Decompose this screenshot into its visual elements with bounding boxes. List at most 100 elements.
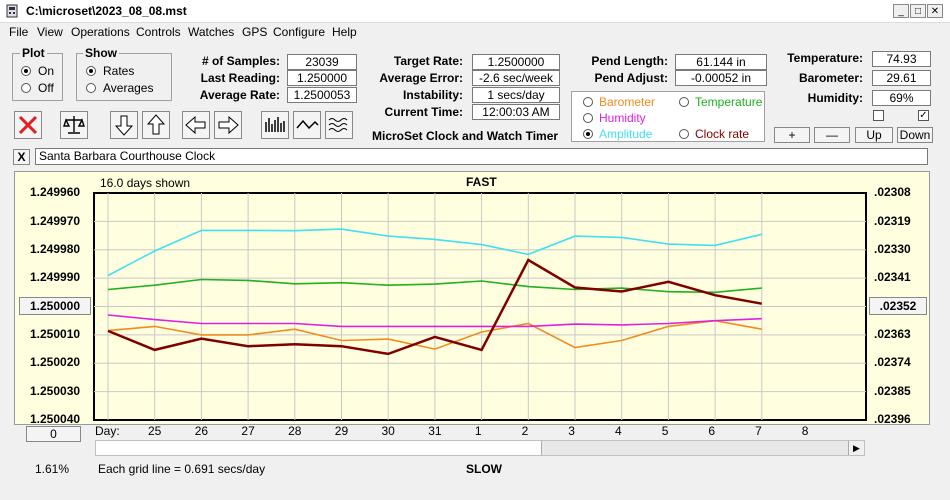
- menu-view[interactable]: View: [37, 25, 63, 39]
- right-axis-label-7: .02385: [874, 384, 911, 398]
- plus-button[interactable]: +: [774, 127, 810, 143]
- maximize-button[interactable]: □: [910, 4, 926, 18]
- histogram-icon: [265, 117, 285, 132]
- pend-length-label: Pend Length:: [591, 54, 668, 68]
- checkbox-1[interactable]: [873, 110, 884, 121]
- humidity-value: 69%: [872, 90, 931, 106]
- right-axis-label-2: .02330: [874, 242, 911, 256]
- average-error-value: -2.6 sec/week: [472, 70, 560, 86]
- down-arrow-button[interactable]: [110, 111, 138, 139]
- multi-wave-button[interactable]: [325, 111, 353, 139]
- menu-gps[interactable]: GPS: [242, 25, 268, 39]
- left-arrow-button[interactable]: [182, 111, 210, 139]
- average-rate-label: Average Rate:: [199, 88, 280, 102]
- day-label: 31: [428, 424, 442, 438]
- day-label: 2: [521, 424, 529, 438]
- window-title: C:\microset\2023_08_08.mst: [26, 4, 187, 18]
- series-line-amplitude: [107, 228, 762, 277]
- close-window-button[interactable]: ✕: [927, 4, 943, 18]
- day-label: 5: [661, 424, 669, 438]
- instability-label: Instability:: [402, 88, 463, 102]
- stop-button[interactable]: [14, 111, 42, 139]
- multi-wave-icon: [328, 118, 348, 132]
- day-label: 29: [334, 424, 349, 438]
- arrow-left-icon: [185, 115, 206, 135]
- slow-label: SLOW: [466, 462, 502, 476]
- arrow-up-icon: [146, 114, 166, 135]
- zero-button[interactable]: 0: [26, 426, 81, 442]
- pend-length-value: 61.144 in: [675, 54, 767, 70]
- barometer-radio[interactable]: [583, 97, 593, 107]
- menu-file[interactable]: File: [9, 25, 29, 39]
- temperature-label: Temperature:: [787, 51, 863, 65]
- left-axis-label-0: 1.249960: [30, 185, 81, 199]
- show-rates-label: Rates: [103, 64, 135, 78]
- series-line-barometer: [107, 319, 762, 350]
- right-axis-label-8: .02396: [874, 412, 911, 426]
- samples-label: # of Samples:: [201, 54, 280, 68]
- plot-on-radio[interactable]: [21, 66, 31, 76]
- clear-clock-button[interactable]: X: [13, 149, 30, 165]
- menu-help[interactable]: Help: [332, 25, 357, 39]
- plot-group-title: Plot: [20, 46, 47, 60]
- day-label: 8: [801, 424, 809, 438]
- day-label: 3: [568, 424, 575, 438]
- menu-configure[interactable]: Configure: [273, 25, 326, 39]
- clock-rate-radio[interactable]: [679, 129, 689, 139]
- temperature-value: 74.93: [872, 51, 931, 67]
- arrow-down-icon: [114, 115, 134, 136]
- plot-off-radio[interactable]: [21, 83, 31, 93]
- instability-value: 1 secs/day: [472, 87, 560, 103]
- current-time-value: 12:00:03 AM: [472, 104, 560, 120]
- menu-watches[interactable]: Watches: [188, 25, 235, 39]
- temperature-radio[interactable]: [679, 97, 689, 107]
- wave-icon: [296, 119, 319, 130]
- checkbox-2[interactable]: ✓: [918, 110, 929, 121]
- amplitude-option-label: Amplitude: [599, 127, 653, 141]
- wave-button[interactable]: [293, 111, 321, 139]
- series-line-humidity: [107, 314, 762, 328]
- up-arrow-button[interactable]: [142, 111, 170, 139]
- up-button[interactable]: Up: [855, 127, 893, 143]
- clock-name-field[interactable]: Santa Barbara Courthouse Clock: [35, 148, 928, 165]
- right-axis-label-3: .02341: [874, 270, 911, 284]
- percent-readout: 1.61%: [35, 462, 70, 476]
- show-rates-radio[interactable]: [86, 66, 96, 76]
- left-axis-label-7: 1.250030: [30, 384, 81, 398]
- balance-scale-icon: [63, 116, 85, 134]
- last-reading-value: 1.250000: [287, 70, 357, 86]
- amplitude-radio[interactable]: [583, 129, 593, 139]
- minus-button[interactable]: —: [814, 127, 850, 143]
- pend-adjust-label: Pend Adjust:: [594, 71, 668, 85]
- title-bar: C:\microset\2023_08_08.mst _ □ ✕: [0, 0, 950, 23]
- graph-panel: [14, 171, 930, 425]
- left-axis-label-2: 1.249980: [30, 242, 81, 256]
- current-time-label: Current Time:: [384, 105, 463, 119]
- arrow-right-icon: [218, 115, 239, 135]
- menu-controls[interactable]: Controls: [136, 25, 181, 39]
- show-averages-radio[interactable]: [86, 83, 96, 93]
- menu-operations[interactable]: Operations: [71, 25, 130, 39]
- histogram-button[interactable]: [261, 111, 289, 139]
- day-label: 25: [148, 424, 162, 438]
- right-axis-center-button[interactable]: .02352: [869, 297, 927, 315]
- day-label: 30: [381, 424, 395, 438]
- right-axis-label-1: .02319: [874, 214, 911, 228]
- app-title: MicroSet Clock and Watch Timer: [372, 129, 559, 143]
- target-rate-label: Target Rate:: [393, 54, 463, 68]
- right-axis-label-6: .02374: [874, 355, 911, 369]
- scrollbar-thumb[interactable]: [96, 441, 542, 455]
- balance-button[interactable]: [60, 111, 88, 139]
- scroll-right-arrow[interactable]: ▶: [848, 441, 864, 455]
- day-label: 26: [194, 424, 209, 438]
- down-button[interactable]: Down: [897, 127, 933, 143]
- overlay-group: [571, 91, 765, 142]
- humidity-radio[interactable]: [583, 113, 593, 123]
- left-axis-center-button[interactable]: 1.250000: [19, 297, 91, 315]
- right-arrow-button[interactable]: [214, 111, 242, 139]
- menu-bar: File View Operations Controls Watches GP…: [0, 23, 950, 42]
- minimize-button[interactable]: _: [893, 4, 909, 18]
- barometer-value: 29.61: [872, 70, 931, 86]
- time-scrollbar[interactable]: ▶: [95, 440, 865, 456]
